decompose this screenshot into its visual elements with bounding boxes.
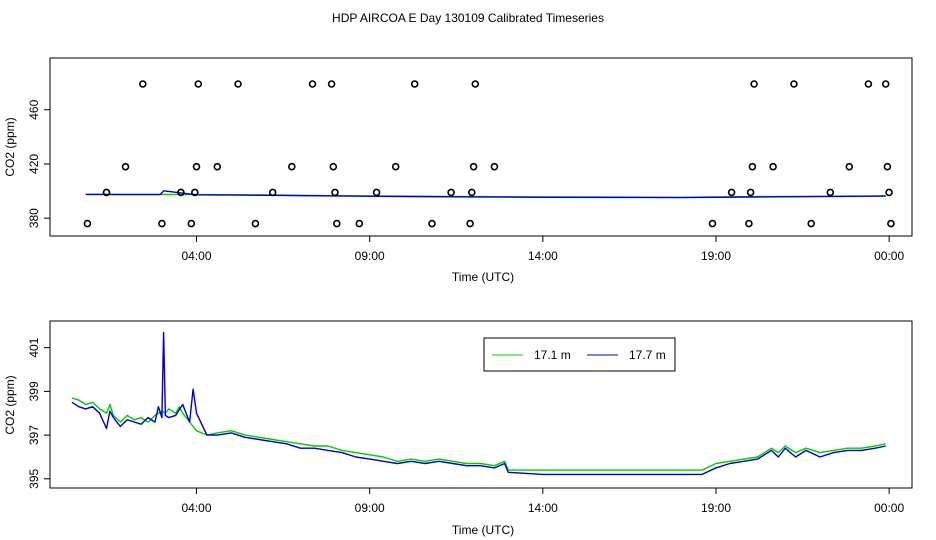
data-point bbox=[864, 80, 873, 88]
top-x-tick-label: 00:00 bbox=[874, 249, 904, 263]
data-point bbox=[469, 162, 478, 171]
legend-label-17-1m: 17.1 m bbox=[534, 348, 571, 362]
data-point bbox=[887, 219, 895, 228]
bottom-plot-marks bbox=[71, 331, 886, 476]
top-x-axis-title: Time (UTC) bbox=[452, 270, 514, 284]
bottom-y-tick-label: 399 bbox=[27, 381, 41, 401]
bottom-x-tick-label: 00:00 bbox=[874, 501, 904, 515]
data-point bbox=[234, 80, 242, 88]
bottom-series-line-17-7-m bbox=[71, 331, 886, 476]
top-x-tick-label: 19:00 bbox=[701, 249, 731, 263]
bottom-x-axis-title: Time (UTC) bbox=[452, 523, 514, 537]
bottom-panel: 04:00 09:00 14:00 19:00 00:00 395 397 399 401 T… bbox=[3, 320, 913, 537]
data-point bbox=[83, 219, 92, 228]
data-point bbox=[745, 219, 753, 228]
top-x-tick-label: 04:00 bbox=[182, 249, 212, 263]
data-point bbox=[769, 162, 777, 171]
data-point bbox=[331, 188, 339, 197]
data-point bbox=[329, 162, 338, 171]
data-point bbox=[790, 80, 798, 88]
data-point bbox=[881, 80, 890, 88]
data-point bbox=[332, 219, 341, 228]
top-y-axis: 380 420 460 bbox=[27, 99, 50, 228]
data-point bbox=[807, 219, 816, 228]
main-title: HDP AIRCOA E Day 130109 Calibrated Times… bbox=[332, 11, 604, 25]
legend-label-17-7m: 17.7 m bbox=[629, 348, 666, 362]
bottom-y-tick-label: 397 bbox=[27, 425, 41, 445]
top-y-tick-label: 420 bbox=[27, 154, 41, 174]
legend: 17.1 m 17.7 m bbox=[483, 337, 676, 372]
top-x-axis: 04:00 09:00 14:00 19:00 00:00 bbox=[182, 236, 904, 263]
top-panel: 04:00 09:00 14:00 19:00 00:00 380 420 460 Time… bbox=[3, 57, 913, 284]
top-x-tick-label: 14:00 bbox=[528, 249, 558, 263]
bottom-series-line-17-1-m bbox=[71, 397, 886, 471]
data-point bbox=[467, 188, 476, 197]
data-point bbox=[251, 219, 260, 228]
top-y-tick-label: 380 bbox=[27, 208, 41, 228]
data-point bbox=[750, 80, 758, 88]
data-point bbox=[327, 80, 336, 88]
bottom-y-axis-title: CO2 (ppm) bbox=[3, 375, 17, 434]
data-point bbox=[466, 219, 474, 228]
data-point bbox=[746, 188, 755, 197]
data-point bbox=[187, 219, 196, 228]
data-point bbox=[287, 162, 296, 171]
data-point bbox=[490, 162, 499, 171]
top-plot-marks bbox=[83, 80, 895, 228]
top-x-tick-label: 09:00 bbox=[355, 249, 385, 263]
data-point bbox=[471, 80, 480, 88]
data-point bbox=[372, 188, 381, 197]
data-point bbox=[447, 188, 455, 197]
data-point bbox=[885, 188, 893, 197]
data-point bbox=[194, 80, 203, 88]
data-point bbox=[102, 188, 111, 197]
bottom-x-tick-label: 14:00 bbox=[528, 501, 558, 515]
data-point bbox=[727, 188, 736, 197]
bottom-x-tick-label: 04:00 bbox=[182, 501, 212, 515]
data-point bbox=[428, 219, 436, 228]
data-point bbox=[883, 162, 892, 171]
top-plot-frame bbox=[49, 57, 913, 237]
bottom-y-axis: 395 397 399 401 bbox=[27, 337, 50, 489]
data-point bbox=[410, 80, 419, 88]
bottom-x-tick-label: 09:00 bbox=[355, 501, 385, 515]
data-point bbox=[121, 162, 130, 171]
top-series-line-17-7-m bbox=[85, 190, 886, 199]
data-point bbox=[191, 188, 199, 197]
data-point bbox=[139, 80, 147, 88]
bottom-x-tick-label: 19:00 bbox=[701, 501, 731, 515]
top-y-tick-label: 460 bbox=[27, 99, 41, 119]
data-point bbox=[708, 219, 717, 228]
data-point bbox=[213, 162, 222, 171]
top-y-axis-title: CO2 (ppm) bbox=[3, 117, 17, 176]
data-point bbox=[177, 188, 185, 197]
bottom-y-tick-label: 401 bbox=[27, 337, 41, 357]
data-point bbox=[826, 188, 835, 197]
bottom-plot-frame bbox=[49, 320, 913, 489]
data-point bbox=[192, 162, 201, 171]
data-point bbox=[268, 188, 277, 197]
data-point bbox=[748, 162, 757, 171]
bottom-y-tick-label: 395 bbox=[27, 468, 41, 488]
data-point bbox=[308, 80, 317, 88]
data-point bbox=[845, 162, 854, 171]
data-point bbox=[391, 162, 400, 171]
data-point bbox=[355, 219, 364, 228]
data-point bbox=[158, 219, 166, 228]
bottom-x-axis: 04:00 09:00 14:00 19:00 00:00 bbox=[182, 488, 904, 515]
